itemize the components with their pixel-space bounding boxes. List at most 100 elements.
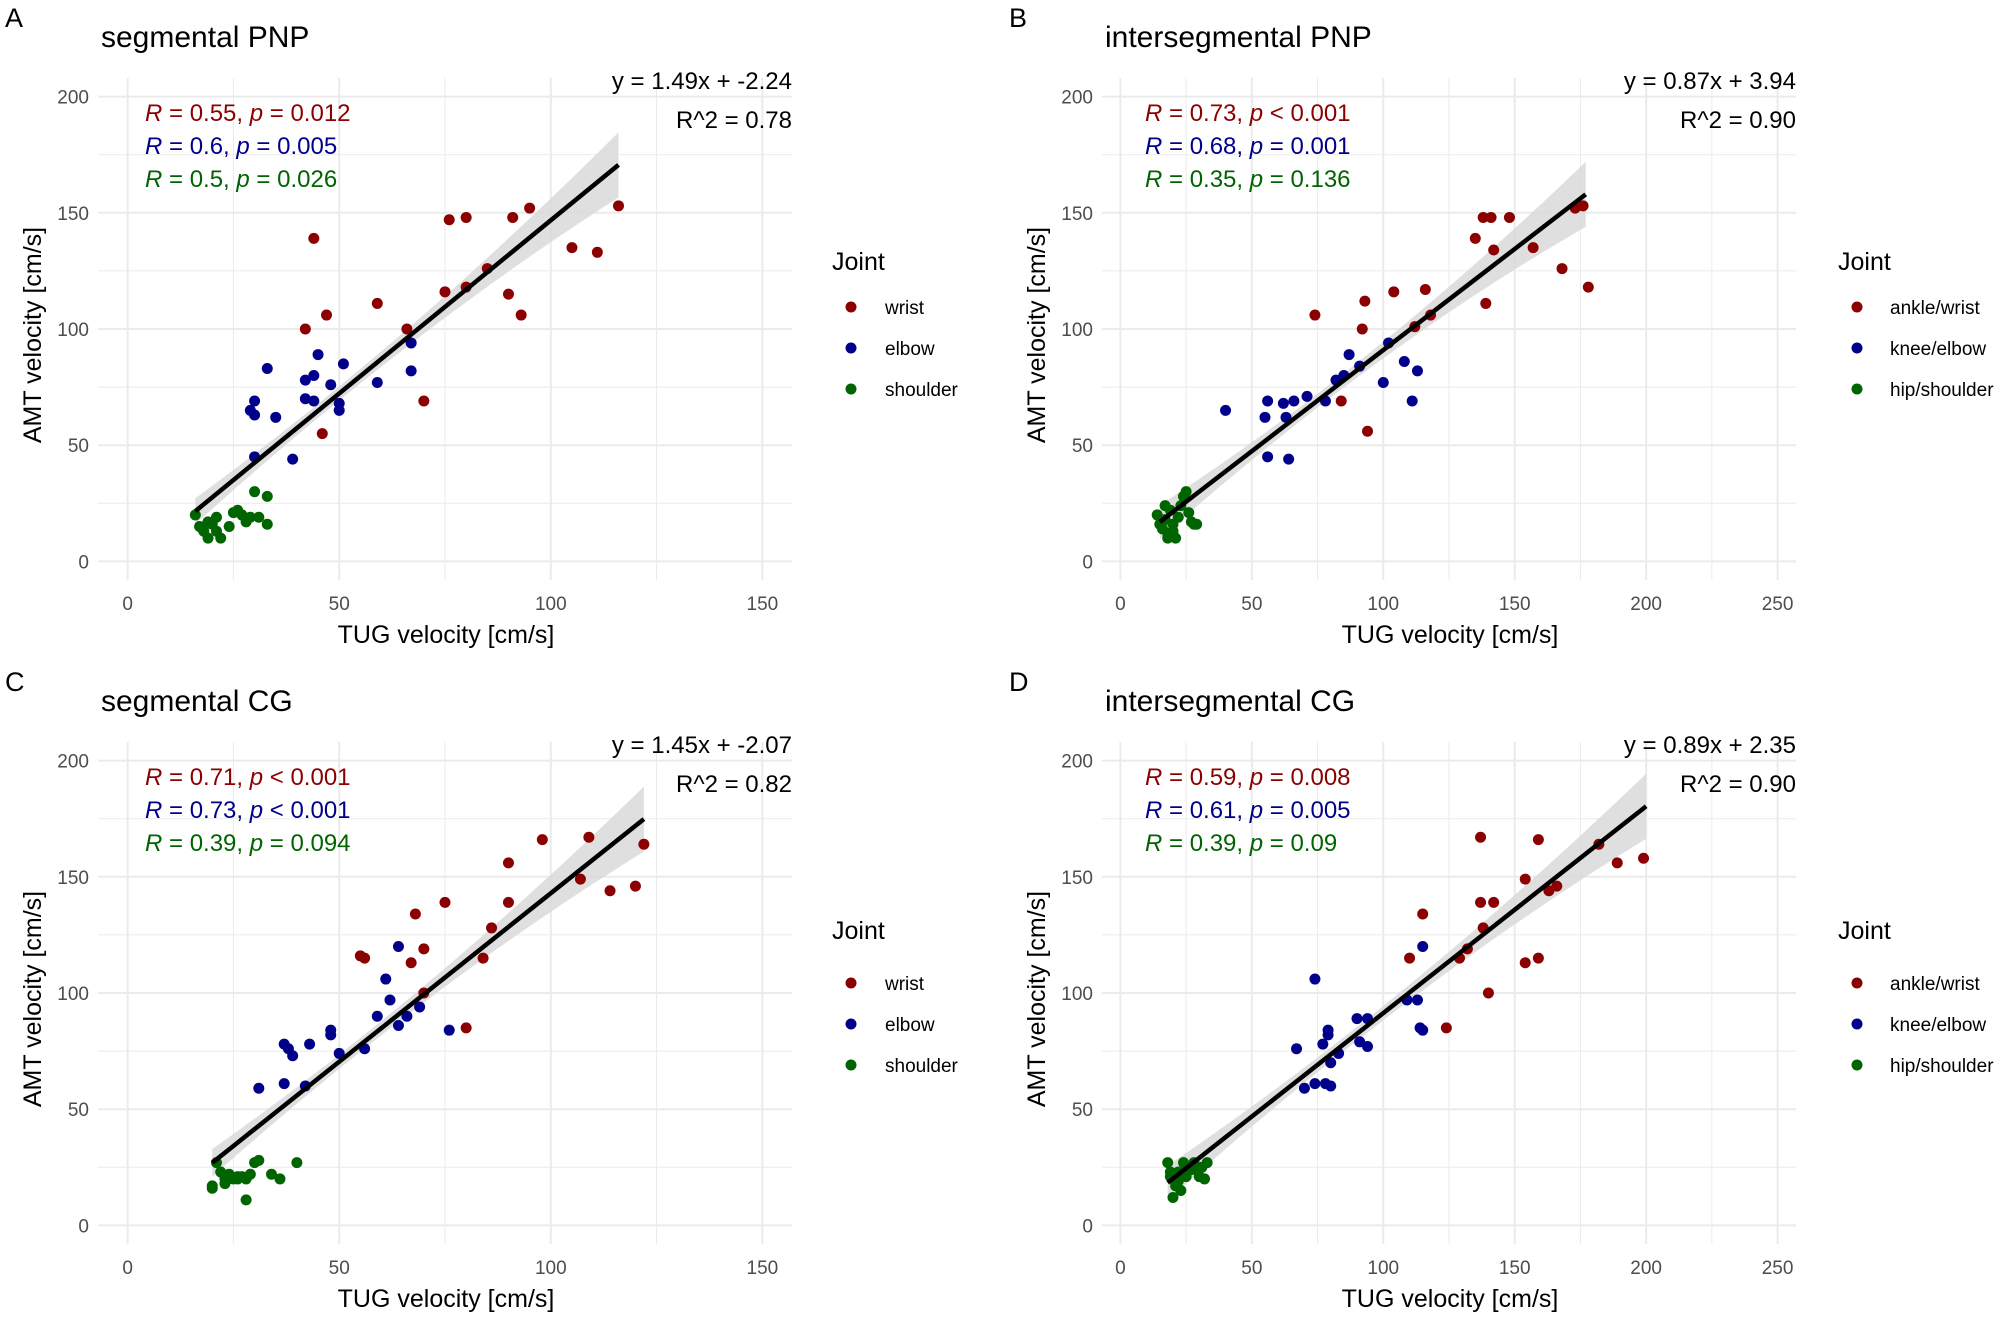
data-point-wrist: [583, 831, 595, 843]
data-point-wrist: [418, 943, 430, 955]
data-point-ankle-wrist: [1611, 857, 1623, 869]
data-point-knee-elbow: [1343, 349, 1355, 361]
legend-label-elbow: elbow: [885, 1015, 935, 1036]
y-tick-label: 200: [1061, 752, 1093, 773]
data-point-shoulder: [253, 1154, 265, 1166]
data-point-shoulder: [274, 1173, 286, 1185]
data-point-elbow: [299, 374, 311, 386]
data-point-knee-elbow: [1325, 1057, 1337, 1069]
grid-c: [98, 742, 792, 1244]
legend-marker-ankle-wrist: [1851, 301, 1863, 313]
regression-line: [1166, 804, 1648, 1185]
panel-label: A: [5, 3, 23, 33]
data-point-ankle-wrist: [1519, 873, 1531, 885]
stat-line-1: R = 0.55, p = 0.012: [145, 100, 351, 127]
data-point-elbow: [384, 994, 396, 1006]
y-tick-label: 100: [57, 320, 89, 341]
confidence-band-b: [1159, 161, 1586, 539]
data-point-shoulder: [215, 532, 227, 544]
data-point-wrist: [591, 246, 603, 258]
stat-line-2: R = 0.68, p = 0.001: [1145, 133, 1351, 160]
data-point-ankle-wrist: [1482, 987, 1494, 999]
y-tick-label: 200: [57, 88, 89, 109]
data-point-hip-shoulder: [1191, 518, 1203, 530]
data-point-ankle-wrist: [1356, 323, 1368, 335]
confidence-band: [1167, 773, 1647, 1200]
panel-label: C: [5, 667, 25, 697]
y-tick-label: 100: [1061, 984, 1093, 1005]
data-point-shoulder: [240, 1194, 252, 1206]
legend-marker-knee-elbow: [1851, 1018, 1863, 1030]
data-point-elbow: [401, 1010, 413, 1022]
data-point-wrist: [405, 957, 417, 969]
legend-label-hip-shoulder: hip/shoulder: [1890, 1056, 1994, 1077]
data-point-wrist: [502, 896, 514, 908]
y-tick-label: 200: [57, 752, 89, 773]
x-tick-label: 200: [1630, 1258, 1662, 1279]
data-point-ankle-wrist: [1480, 297, 1492, 309]
stat-line-3: R = 0.39, p = 0.094: [145, 830, 351, 857]
data-point-ankle-wrist: [1477, 211, 1489, 223]
data-point-wrist: [299, 323, 311, 335]
points-c: [206, 831, 650, 1206]
data-point-elbow: [392, 941, 404, 953]
x-tick-label: 250: [1762, 1258, 1794, 1279]
grid-b: [1102, 78, 1796, 580]
data-point-shoulder: [210, 511, 222, 523]
x-axis-label: TUG velocity [cm/s]: [1342, 1285, 1559, 1313]
panel-label: B: [1009, 3, 1027, 33]
data-point-knee-elbow: [1411, 365, 1423, 377]
confidence-band-d: [1167, 773, 1647, 1200]
points-d: [1162, 831, 1650, 1204]
data-point-ankle-wrist: [1532, 952, 1544, 964]
data-point-wrist: [308, 232, 320, 244]
data-point-elbow: [253, 1082, 265, 1094]
x-tick-label: 250: [1762, 594, 1794, 615]
ticks-c: 0 50 100 150 0 50 100 150 200: [57, 752, 778, 1279]
data-point-knee-elbow: [1417, 941, 1429, 953]
y-tick-label: 150: [1061, 868, 1093, 889]
data-point-knee-elbow: [1259, 411, 1271, 423]
x-tick-label: 100: [1367, 1258, 1399, 1279]
data-point-knee-elbow: [1325, 1080, 1337, 1092]
data-point-knee-elbow: [1220, 404, 1232, 416]
regression-line: [193, 163, 620, 513]
data-point-elbow: [270, 411, 282, 423]
data-point-ankle-wrist: [1503, 211, 1515, 223]
y-tick-label: 0: [78, 1216, 89, 1237]
data-point-ankle-wrist: [1359, 295, 1371, 307]
ticks-b: 0 50 100 150 200 250 0 50 100 150 200: [1061, 88, 1793, 615]
data-point-elbow: [333, 404, 345, 416]
legend-marker-ankle-wrist: [1851, 977, 1863, 989]
y-tick-label: 0: [1082, 1216, 1093, 1237]
data-point-hip-shoulder: [1167, 1192, 1179, 1204]
legend-marker-elbow: [845, 1018, 857, 1030]
data-point-ankle-wrist: [1475, 831, 1487, 843]
data-point-ankle-wrist: [1475, 896, 1487, 908]
regression-equation: y = 0.87x + 3.94: [1624, 68, 1796, 95]
fit-line-a: [193, 163, 620, 513]
regression-equation: y = 1.49x + -2.24: [612, 68, 792, 95]
panel-d: 0 50 100 150 200 250 0 50 100 150 200 D intersegme…: [1004, 664, 2008, 1328]
legend-marker-elbow: [845, 342, 857, 354]
data-point-elbow: [405, 337, 417, 349]
stat-line-1: R = 0.73, p < 0.001: [1145, 100, 1351, 127]
legend-marker-shoulder: [845, 1059, 857, 1071]
x-tick-label: 100: [1367, 594, 1399, 615]
data-point-elbow: [304, 1038, 316, 1050]
data-point-wrist: [409, 908, 421, 920]
data-point-shoulder: [253, 511, 265, 523]
fit-line-b: [1158, 192, 1588, 524]
data-point-elbow: [325, 1029, 337, 1041]
r-squared: R^2 = 0.82: [676, 771, 792, 798]
x-tick-label: 150: [1499, 1258, 1531, 1279]
legend-label-shoulder: shoulder: [885, 1056, 959, 1077]
x-tick-label: 0: [122, 594, 133, 615]
y-tick-label: 100: [1061, 320, 1093, 341]
data-point-elbow: [261, 363, 273, 375]
x-tick-label: 0: [1115, 594, 1126, 615]
legend-label-ankle-wrist: ankle/wrist: [1890, 298, 1980, 319]
data-point-wrist: [477, 952, 489, 964]
data-point-ankle-wrist: [1488, 244, 1500, 256]
data-point-wrist: [460, 211, 472, 223]
